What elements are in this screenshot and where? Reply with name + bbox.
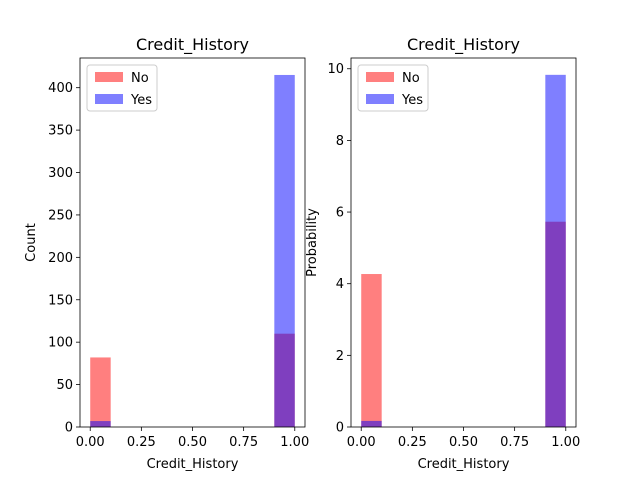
y-tick-label: 10: [327, 62, 344, 77]
legend-swatch-yes: [366, 94, 394, 104]
y-tick-label: 400: [48, 81, 73, 96]
bar-yes-bin-9: [545, 74, 566, 428]
x-tick-label: 1.00: [280, 435, 309, 450]
x-tick-label: 0.50: [449, 435, 478, 450]
x-tick-label: 0.00: [76, 435, 105, 450]
y-tick-label: 300: [48, 166, 73, 181]
y-tick-label: 200: [48, 251, 73, 266]
y-tick-label: 350: [48, 124, 73, 139]
legend-swatch-no: [95, 72, 123, 82]
right-probability-histogram: 0.00 0.25 0.50 0.75 1.00 0 2 4 6 8 10 Credit_Histor…: [305, 35, 580, 472]
x-tick-label: 0.75: [500, 435, 529, 450]
bar-yes-bin-0: [361, 420, 382, 427]
y-tick-label: 150: [48, 293, 73, 308]
left-count-histogram: 0.00 0.25 0.50 0.75 1.00 0 50 100 150 200 250 300 35…: [24, 35, 309, 472]
x-tick-label: 0.25: [127, 435, 156, 450]
y-tick-label: 8: [336, 134, 344, 149]
x-tick-label: 0.75: [229, 435, 258, 450]
y-axis-label: Probability: [305, 208, 320, 277]
y-tick-label: 50: [56, 378, 73, 393]
chart-title: Credit_History: [407, 35, 520, 55]
y-tick-label: 250: [48, 208, 73, 223]
legend-swatch-yes: [95, 94, 123, 104]
y-tick-label: 6: [336, 206, 344, 221]
chart-title: Credit_History: [136, 35, 249, 55]
y-axis-label: Count: [24, 223, 39, 262]
legend-label-no: No: [131, 71, 149, 86]
y-tick-label: 0: [336, 421, 344, 436]
x-axis-label: Credit_History: [147, 457, 239, 472]
legend: No Yes: [357, 64, 429, 112]
x-tick-label: 0.25: [398, 435, 427, 450]
bar-no-bin-0: [90, 357, 111, 427]
legend-label-yes: Yes: [401, 93, 423, 108]
legend: No Yes: [86, 64, 158, 112]
bar-no-bin-0: [361, 274, 382, 427]
x-tick-label: 1.00: [551, 435, 580, 450]
y-tick-label: 4: [336, 277, 344, 292]
y-tick-label: 100: [48, 336, 73, 351]
y-tick-label: 2: [336, 349, 344, 364]
y-tick-label: 0: [65, 421, 73, 436]
legend-swatch-no: [366, 72, 394, 82]
legend-label-no: No: [402, 71, 420, 86]
x-tick-label: 0.50: [178, 435, 207, 450]
bar-yes-bin-0: [90, 421, 111, 427]
bar-yes-bin-9: [274, 74, 295, 427]
x-axis-label: Credit_History: [418, 457, 510, 472]
x-tick-label: 0.00: [347, 435, 376, 450]
legend-label-yes: Yes: [130, 93, 152, 108]
